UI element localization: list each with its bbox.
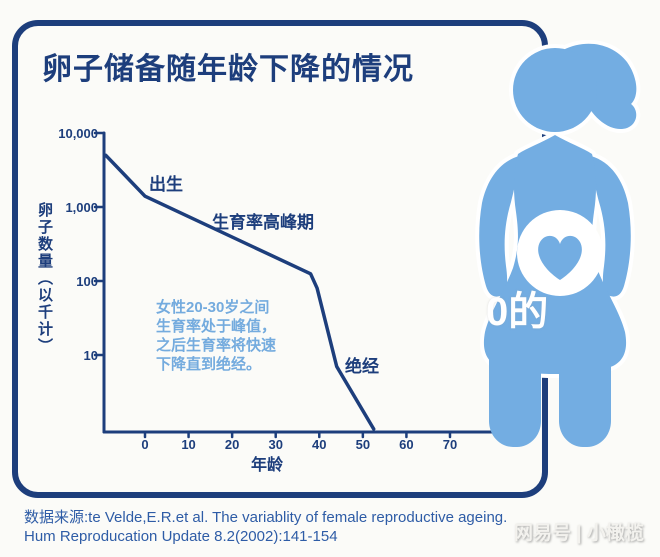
x-tick-label: 70 [442,437,458,452]
annotation-peak-fertility: 生育率高峰期 [212,213,314,232]
annotation-fertility-note: 女性20-30岁之间 生育率处于峰值， 之后生育率将快速 下降直到绝经。 [156,298,276,374]
watermark-overlay-text: 0的 [486,290,549,334]
annotation-line: 下降直到绝经。 [156,356,262,373]
y-axis-title: 卵子数量（以千计） [36,202,53,355]
right-leg-shape [559,308,611,447]
watermark-publisher: 网易号 | 小橄榄 [514,523,644,544]
data-source-citation: 数据来源:te Velde,E.R.et al. The variablity … [24,508,507,546]
x-tick-label: 50 [355,437,371,452]
x-tick-label: 60 [399,437,414,452]
heart-icon [538,235,582,280]
x-tick-label: 30 [268,437,283,452]
annotation-birth: 出生 [149,175,183,194]
x-tick-label: 20 [224,437,240,452]
annotation-line: 女性20-30岁之间 [156,299,270,316]
x-tick-label: 10 [181,437,196,452]
annotation-line: 之后生育率将快速 [156,337,277,354]
source-line-1: 数据来源:te Velde,E.R.et al. The variablity … [24,509,508,526]
left-arm-shape [479,156,521,297]
annotation-menopause: 绝经 [345,357,379,376]
annotation-line: 生育率处于峰值， [156,318,277,335]
right-arm-shape [589,156,631,297]
x-tick-label: 0 [141,437,149,452]
left-leg-shape [489,308,541,447]
y-tick-label: 100 [76,274,98,289]
y-tick-label: 1,000 [65,200,98,215]
pregnant-woman-icon [475,40,641,447]
head-shape [513,48,597,132]
source-line-2: Hum Reproducation Update 8.2(2002):141-1… [24,528,338,545]
y-tick-label: 10,000 [58,126,98,141]
x-tick-label: 40 [312,437,327,452]
page-title: 卵子储备随年龄下降的情况 [42,53,414,86]
y-tick-label: 10 [83,348,98,363]
x-axis-title: 年龄 [250,457,283,474]
